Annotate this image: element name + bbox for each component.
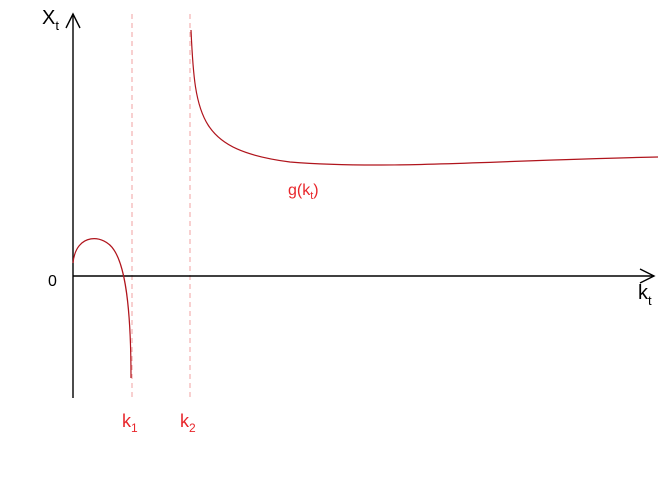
y-axis-label: Xt xyxy=(42,7,59,33)
curve-branch-left xyxy=(72,238,132,379)
marker-label-k1: k1 xyxy=(122,411,138,435)
curve-label: g(kt) xyxy=(288,182,319,202)
x-axis-label: kt xyxy=(638,282,652,308)
y-axis xyxy=(65,12,81,398)
x-axis xyxy=(73,268,656,284)
marker-label-k2: k2 xyxy=(180,411,196,435)
origin-label: 0 xyxy=(48,273,57,290)
curve-branch-right xyxy=(190,29,659,166)
